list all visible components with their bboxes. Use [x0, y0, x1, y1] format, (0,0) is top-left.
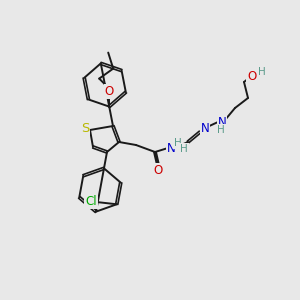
Text: O: O [248, 70, 256, 83]
Text: H: H [180, 144, 188, 154]
Text: Cl: Cl [85, 195, 97, 208]
Text: N: N [167, 142, 176, 154]
Text: N: N [201, 122, 209, 134]
Text: H: H [217, 125, 225, 135]
Text: H: H [258, 67, 266, 77]
Text: N: N [218, 116, 226, 128]
Text: S: S [81, 122, 89, 134]
Text: O: O [153, 164, 163, 176]
Text: H: H [174, 138, 182, 148]
Text: O: O [105, 85, 114, 98]
